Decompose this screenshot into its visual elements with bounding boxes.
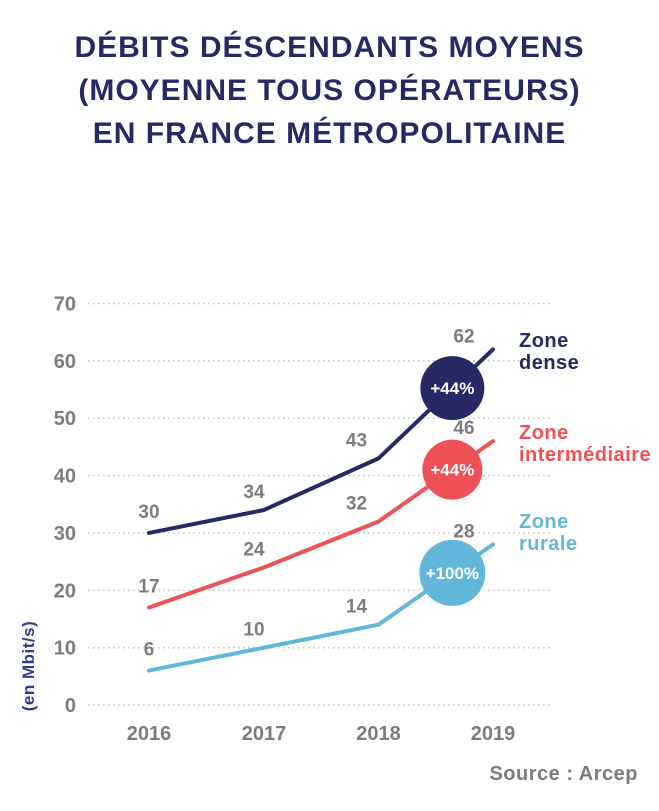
growth-badge-zone-rurale: [419, 539, 486, 606]
value-label-43: 43: [346, 430, 367, 451]
chart-title: DÉBITS DÉSCENDANTS MOYENS (MOYENNE TOUS …: [0, 26, 659, 155]
legend-zone-dense-line-1: Zone: [519, 330, 569, 352]
growth-badge-label-zone-rurale: +100%: [426, 564, 479, 583]
chart-title-line-3: EN FRANCE MÉTROPOLITAINE: [92, 117, 567, 150]
growth-badge-label-zone-dense: +44%: [430, 379, 474, 398]
y-tick-label-60: 60: [54, 351, 76, 373]
value-label-46: 46: [453, 418, 474, 439]
legend-zone-intermédiaire-line-1: Zone: [519, 422, 569, 444]
legend-zone-rurale-line-1: Zone: [519, 511, 569, 533]
value-label-30: 30: [138, 502, 159, 523]
y-tick-label-20: 20: [54, 580, 76, 602]
y-tick-label-70: 70: [54, 294, 76, 316]
growth-badge-zone-dense: [420, 356, 485, 421]
y-axis-unit-label: (en Mbit/s): [19, 621, 38, 712]
legend-zone-dense-line-2: dense: [519, 352, 579, 374]
legend-zone-rurale-line-2: rurale: [519, 533, 578, 555]
value-label-10: 10: [243, 620, 264, 641]
growth-badge-label-zone-intermédiaire: +44%: [430, 461, 474, 480]
value-label-17: 17: [138, 576, 159, 597]
growth-badge-zone-intermédiaire: [422, 439, 483, 500]
legend-zone-intermédiaire-line-2: intermédiaire: [519, 444, 651, 466]
x-tick-label-2018: 2018: [356, 723, 401, 745]
chart-title-line-2: (MOYENNE TOUS OPÉRATEURS): [78, 74, 581, 107]
x-tick-label-2019: 2019: [471, 723, 516, 745]
value-label-62: 62: [453, 326, 474, 347]
chart-title-line-1: DÉBITS DÉSCENDANTS MOYENS: [74, 31, 585, 64]
source-credit: Source : Arcep: [489, 763, 638, 785]
value-label-24: 24: [243, 539, 265, 560]
value-label-6: 6: [144, 640, 155, 661]
y-tick-label-10: 10: [54, 638, 76, 660]
y-tick-label-30: 30: [54, 523, 76, 545]
y-tick-label-0: 0: [65, 695, 76, 717]
value-label-32: 32: [346, 493, 367, 514]
y-tick-label-40: 40: [54, 466, 76, 488]
y-tick-label-50: 50: [54, 408, 76, 430]
value-label-34: 34: [243, 482, 265, 503]
value-label-28: 28: [453, 521, 474, 542]
x-tick-label-2017: 2017: [242, 723, 287, 745]
value-label-14: 14: [346, 597, 368, 618]
x-tick-label-2016: 2016: [127, 723, 172, 745]
